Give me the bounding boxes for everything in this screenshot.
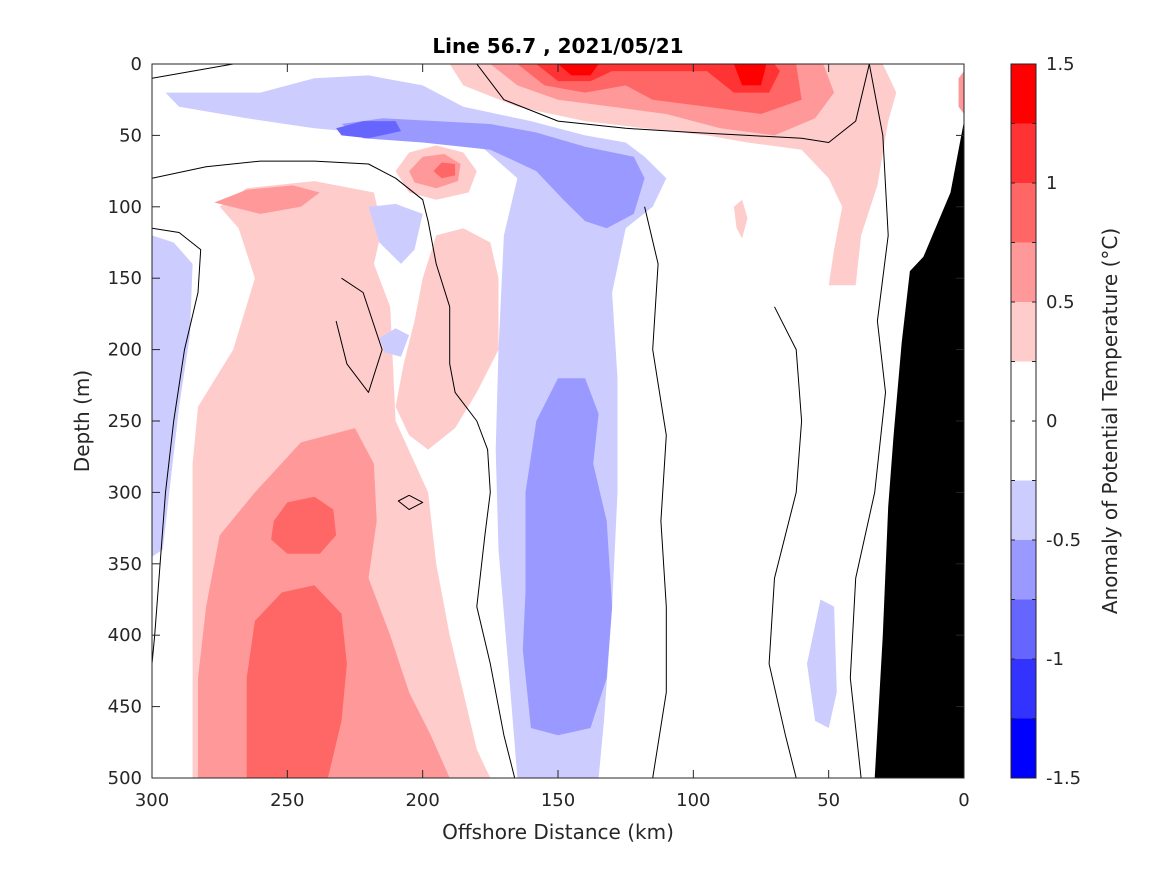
- contour-line-8: [397, 494, 424, 510]
- colorbar-tick-label: -1: [1046, 649, 1064, 670]
- x-axis: 300 250 200 150 100 50 0: [135, 64, 970, 811]
- y-tick-label: 100: [108, 197, 142, 218]
- colorbar-swatch: [1011, 540, 1036, 600]
- contour-line-7: [335, 277, 383, 393]
- contour-line-1: [152, 227, 202, 664]
- y-axis-title: Depth (m): [70, 370, 94, 472]
- contour-region-warm-eddy-center: [433, 162, 456, 179]
- y-tick-label: 500: [108, 768, 142, 789]
- contour-region-warm-nearshore-tongue: [733, 199, 748, 239]
- contour-region-cold-ring-small: [379, 328, 410, 357]
- colorbar-tick-label: 1.5: [1046, 54, 1075, 75]
- colorbar-swatch: [1011, 242, 1036, 302]
- colorbar-tick-label: -1.5: [1046, 768, 1081, 789]
- x-tick-label: 100: [676, 790, 710, 811]
- colorbar: 1.5 1 0.5 0 -0.5 -1 -1.5: [1010, 54, 1081, 789]
- colorbar-swatch: [1011, 64, 1036, 124]
- contour-region-cold-lower-core: [522, 378, 613, 736]
- colorbar-swatch: [1011, 659, 1036, 719]
- contour-region-cold-core-level3: [336, 121, 401, 139]
- chart-title: Line 56.7 , 2021/05/21: [432, 34, 683, 58]
- contour-line-4: [644, 206, 667, 778]
- land-mask-layer: [874, 121, 964, 778]
- y-tick-label: 400: [108, 625, 142, 646]
- y-tick-label: 0: [131, 54, 142, 75]
- contour-region-warm-mid-strip: [395, 228, 499, 450]
- colorbar-swatch: [1011, 302, 1036, 362]
- contour-line-3: [476, 64, 870, 143]
- contour-region-warm-coastal-edge: [958, 71, 964, 114]
- y-tick-label: 250: [108, 411, 142, 432]
- colorbar-swatch: [1011, 183, 1036, 243]
- y-tick-label: 200: [108, 340, 142, 361]
- contour-fill-layer: [152, 64, 964, 778]
- contour-line-layer: [152, 64, 889, 778]
- y-tick-label: 300: [108, 482, 142, 503]
- contour-region-warm-surface-core-nearshore: [733, 64, 767, 86]
- contour-region-warm-surface-level4: [536, 64, 780, 93]
- colorbar-swatch: [1011, 718, 1036, 778]
- x-axis-title: Offshore Distance (km): [442, 820, 674, 844]
- contour-line-5: [849, 64, 889, 778]
- contour-region-warm-surface-core-offshore: [558, 64, 599, 76]
- y-tick-label: 150: [108, 268, 142, 289]
- contour-region-warm-core-level3-upper: [271, 496, 337, 554]
- contour-region-warm-upper-lens: [214, 185, 320, 214]
- colorbar-tick-label: -0.5: [1046, 530, 1081, 551]
- contour-line-0: [152, 160, 516, 778]
- y-axis: 0 50 100 150 200 250 300 350 400 450 500: [108, 54, 964, 789]
- colorbar-swatch: [1011, 361, 1036, 421]
- y-tick-label: 350: [108, 554, 142, 575]
- contour-line-2: [152, 64, 234, 79]
- contour-region-cold-offshore-edge: [152, 235, 193, 557]
- land-mask: [874, 121, 964, 778]
- y-tick-label: 450: [108, 697, 142, 718]
- colorbar-tick-label: 0: [1046, 411, 1057, 432]
- x-tick-label: 50: [817, 790, 840, 811]
- contour-region-warm-core-level3-lower: [246, 585, 347, 778]
- colorbar-swatch: [1011, 599, 1036, 659]
- colorbar-swatch: [1011, 123, 1036, 183]
- x-tick-label: 300: [135, 790, 169, 811]
- y-tick-label: 50: [119, 125, 142, 146]
- x-tick-label: 200: [405, 790, 439, 811]
- contour-region-cold-core-level2: [341, 118, 645, 229]
- contour-line-6: [768, 306, 803, 778]
- x-tick-label: 0: [958, 790, 969, 811]
- colorbar-swatch: [1011, 421, 1036, 481]
- x-tick-label: 250: [270, 790, 304, 811]
- colorbar-tick-label: 1: [1046, 173, 1057, 194]
- x-tick-label: 150: [541, 790, 575, 811]
- colorbar-swatch: [1011, 480, 1036, 540]
- colorbar-title: Anomaly of Potential Temperature (°C): [1098, 228, 1122, 614]
- contour-region-cold-nearshore-blob: [807, 599, 837, 728]
- colorbar-tick-label: 0.5: [1046, 292, 1075, 313]
- contour-region-cold-ring-interior: [368, 203, 423, 264]
